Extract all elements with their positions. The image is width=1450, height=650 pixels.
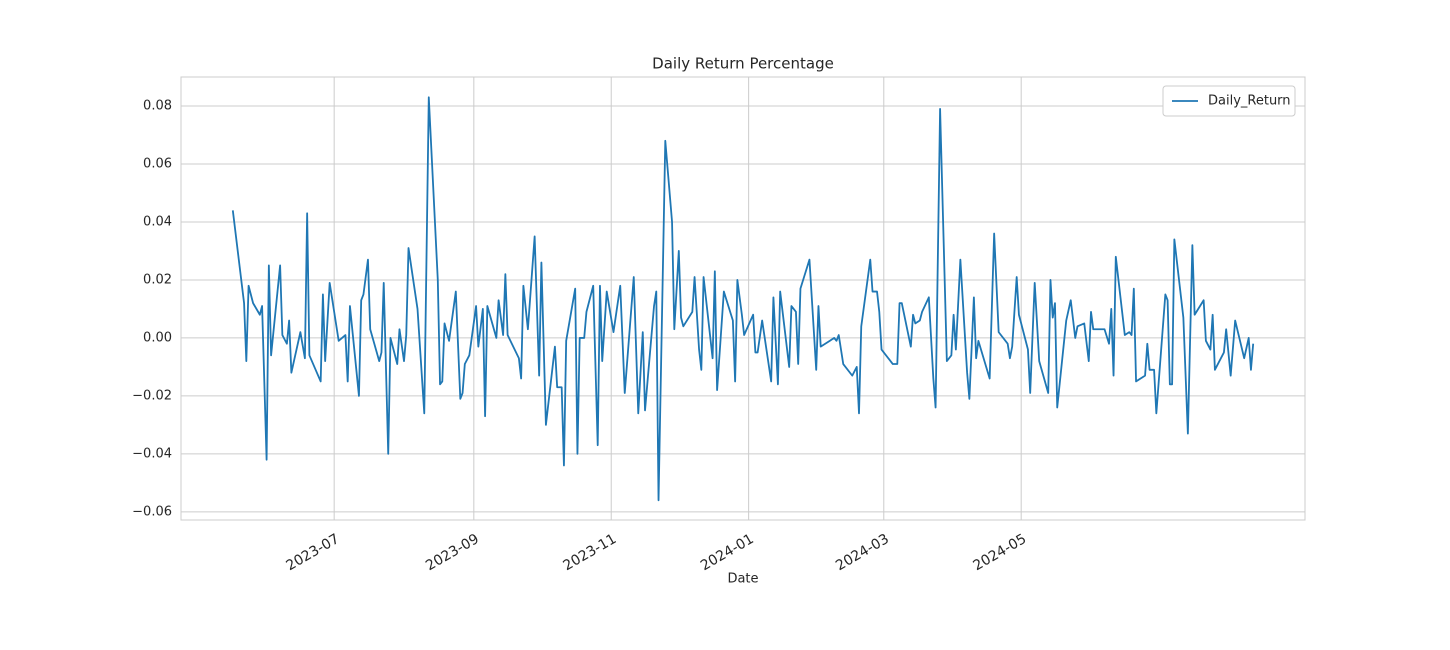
legend-box — [1162, 85, 1296, 117]
y-tick-label: 0.04 — [143, 214, 172, 229]
legend-label: Daily_Return — [1208, 94, 1291, 109]
x-axis-label: Date — [727, 572, 758, 587]
y-tick-label: 0.00 — [143, 330, 172, 345]
chart-title: Daily Return Percentage — [652, 55, 834, 73]
data-line — [231, 96, 1255, 502]
y-tick-label: 0.08 — [143, 98, 172, 113]
y-tick-label: 0.06 — [143, 156, 172, 171]
y-tick-label: −0.06 — [132, 504, 172, 519]
y-tick-label: 0.02 — [143, 272, 172, 287]
plot-frame — [180, 76, 1306, 521]
y-tick-label: −0.02 — [132, 388, 172, 403]
y-tick-label: −0.04 — [132, 446, 172, 461]
